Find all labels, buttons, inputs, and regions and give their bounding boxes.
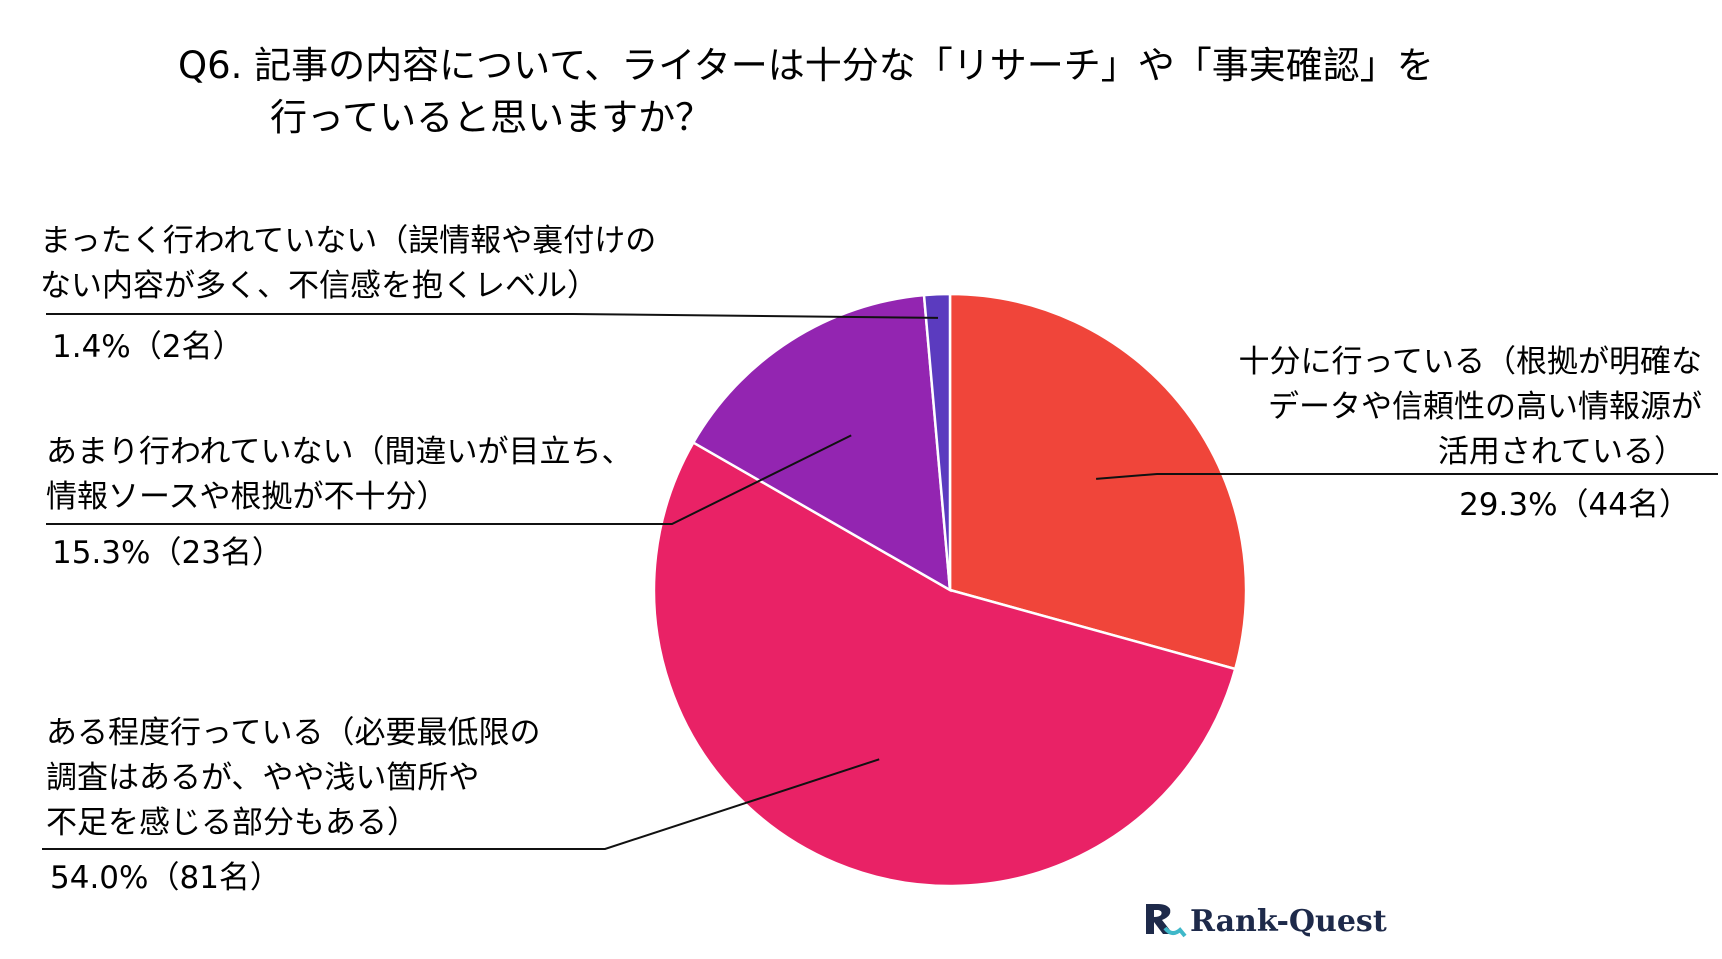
slice-label-fully-line-3: 活用されている）: [1438, 434, 1685, 470]
slice-label-somewhat-line-2: 調査はあるが、やや浅い箇所や: [46, 760, 479, 796]
leader-line-rarely: [46, 434, 852, 525]
slice-label-not-at-all-line-2: ない内容が多く、不信感を抱くレベル）: [40, 268, 598, 304]
slice-percent-rarely: 15.3%（23名）: [52, 535, 283, 571]
slice-label-somewhat-line-1: ある程度行っている（必要最低限の: [46, 715, 540, 751]
chart-title-line-2: 行っていると思いますか？: [270, 96, 712, 139]
rank-quest-logo: Rank-Quest: [1146, 904, 1387, 939]
slice-label-rarely-line-1: あまり行われていない（間違いが目立ち、: [46, 434, 633, 470]
rank-quest-logo-icon: [1146, 904, 1187, 938]
slice-percent-somewhat: 54.0%（81名）: [50, 860, 281, 896]
slice-label-somewhat: ある程度行っている（必要最低限の 調査はあるが、やや浅い箇所や 不足を感じる部分…: [46, 715, 540, 896]
slice-label-fully: 十分に行っている（根拠が明確な データや信頼性の高い情報源が 活用されている） …: [1239, 344, 1702, 523]
slice-label-not-at-all-line-1: まったく行われていない（誤情報や裏付けの: [40, 223, 656, 259]
slice-label-fully-line-2: データや信頼性の高い情報源が: [1268, 389, 1702, 425]
slice-percent-fully: 29.3%（44名）: [1459, 487, 1690, 523]
leader-line-fully: [1096, 473, 1718, 480]
leader-lines: [42, 313, 1718, 850]
chart-title-line-1: Q6. 記事の内容について、ライターは十分な「リサーチ」や「事実確認」を: [178, 44, 1434, 87]
leader-line-somewhat: [42, 758, 880, 850]
pie-slice-somewhat: [652, 440, 1237, 888]
slice-label-rarely-line-2: 情報ソースや根拠が不十分）: [46, 479, 447, 515]
pie-slice-rarely: [691, 293, 952, 593]
slice-label-rarely: あまり行われていない（間違いが目立ち、 情報ソースや根拠が不十分） 15.3%（…: [46, 434, 633, 571]
pie-slice-fully: [948, 292, 1248, 671]
pie-slices: [652, 292, 1248, 888]
leader-line-not-at-all: [46, 313, 939, 319]
rank-quest-logo-text: Rank-Quest: [1190, 904, 1387, 939]
pie-slice-not-at-all: [922, 292, 952, 591]
slice-label-not-at-all: まったく行われていない（誤情報や裏付けの ない内容が多く、不信感を抱くレベル） …: [40, 223, 656, 365]
chart-title: Q6. 記事の内容について、ライターは十分な「リサーチ」や「事実確認」を 行って…: [178, 44, 1434, 139]
slice-label-fully-line-1: 十分に行っている（根拠が明確な: [1239, 344, 1702, 380]
slice-label-somewhat-line-3: 不足を感じる部分もある）: [46, 805, 418, 841]
slice-percent-not-at-all: 1.4%（2名）: [52, 329, 243, 365]
